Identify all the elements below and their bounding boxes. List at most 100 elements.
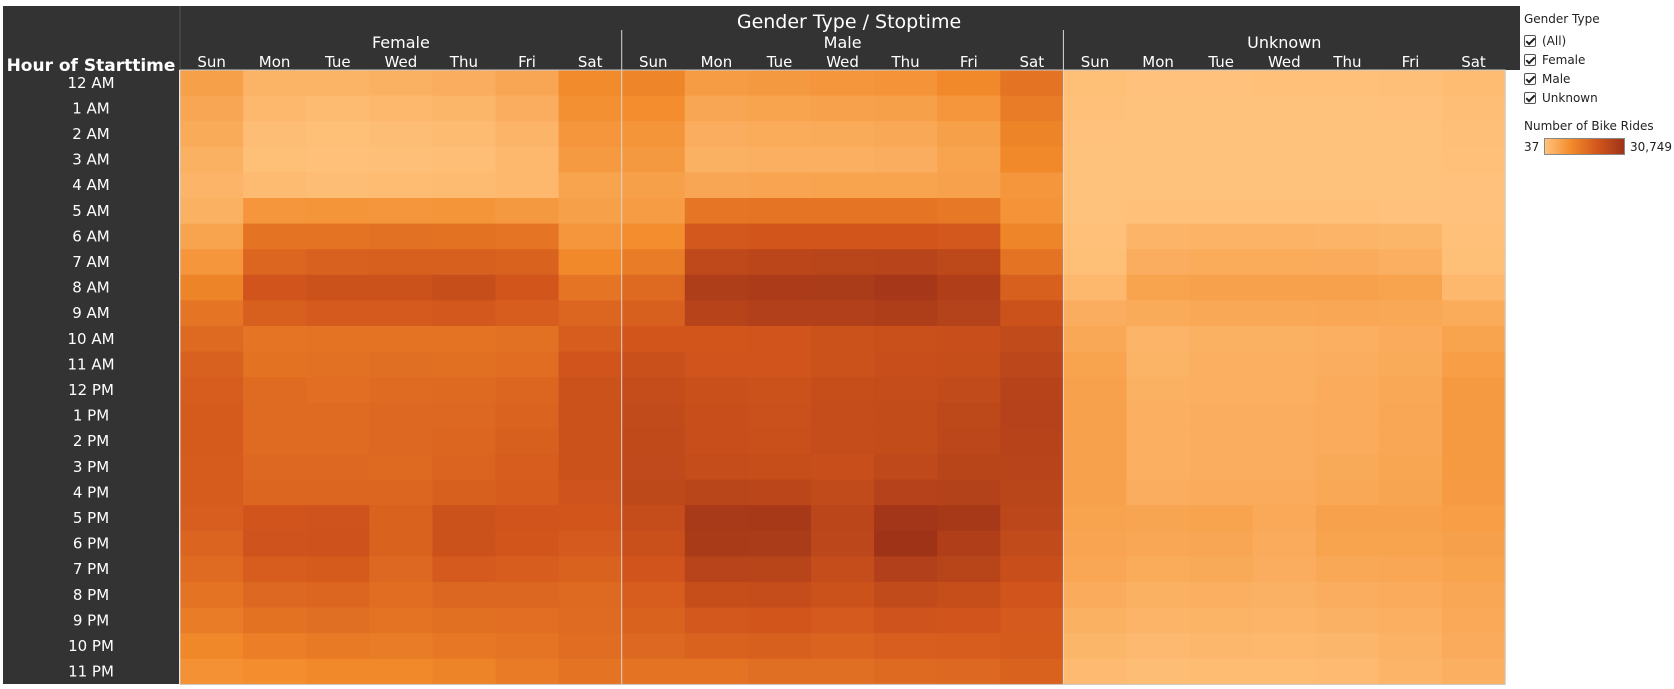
heatmap-cell-female-sun-16 [180, 479, 244, 506]
heatmap-cell-unknown-mon-1 [1126, 95, 1191, 122]
heatmap-cell-female-thu-18 [432, 530, 497, 557]
heatmap-cell-male-tue-17 [747, 505, 812, 532]
hour-label: 6 PM [73, 535, 109, 553]
heatmap-cell-male-fri-20 [937, 582, 1001, 609]
heatmap-cell-male-sun-22 [621, 633, 686, 660]
heatmap-cell-unknown-thu-4 [1315, 172, 1380, 199]
heatmap-chart: Gender Type / Stoptime Hour of Starttime… [3, 6, 1520, 685]
heatmap-cell-unknown-fri-11 [1378, 351, 1443, 378]
filter-option-male[interactable]: Male [1524, 69, 1672, 88]
hour-label: 12 PM [68, 381, 114, 399]
heatmap-cell-male-thu-17 [874, 505, 938, 532]
filter-option-unknown[interactable]: Unknown [1524, 88, 1672, 107]
checkbox-checked-icon[interactable] [1524, 91, 1536, 104]
heatmap-cell-unknown-mon-9 [1126, 300, 1191, 327]
heatmap-cell-male-thu-12 [874, 377, 938, 404]
heatmap-cell-unknown-fri-0 [1378, 70, 1443, 97]
filter-option-all[interactable]: (All) [1524, 31, 1672, 50]
heatmap-cell-male-mon-0 [684, 70, 749, 97]
heatmap-cell-male-mon-3 [684, 146, 749, 173]
heatmap-cell-unknown-thu-17 [1315, 505, 1380, 532]
heatmap-cell-female-sun-12 [180, 377, 244, 404]
heatmap-cell-unknown-sat-16 [1442, 479, 1506, 506]
heatmap-cell-male-sun-19 [621, 556, 686, 583]
heatmap-cell-female-tue-11 [306, 351, 370, 378]
heatmap-cell-female-wed-16 [369, 479, 433, 506]
heatmap-cell-unknown-sat-6 [1442, 223, 1506, 250]
heatmap-cell-unknown-thu-15 [1315, 454, 1380, 481]
heatmap-cell-male-thu-6 [874, 223, 938, 250]
heatmap-cell-female-sat-12 [558, 377, 623, 404]
heatmap-cell-female-sun-18 [180, 530, 244, 557]
heatmap-cell-male-wed-1 [811, 95, 875, 122]
heatmap-cell-female-sun-11 [180, 351, 244, 378]
heatmap-cell-unknown-sun-0 [1063, 70, 1128, 97]
heatmap-cell-female-mon-16 [243, 479, 307, 506]
heatmap-cell-unknown-thu-22 [1315, 633, 1380, 660]
heatmap-cell-female-mon-21 [243, 607, 307, 634]
heatmap-cell-female-sun-1 [180, 95, 244, 122]
heatmap-cell-female-mon-12 [243, 377, 307, 404]
color-legend: Number of Bike Rides 37 30,749 [1524, 119, 1672, 155]
heatmap-cell-female-wed-9 [369, 300, 433, 327]
heatmap-cell-unknown-mon-10 [1126, 326, 1191, 353]
heatmap-cell-unknown-wed-22 [1252, 633, 1317, 660]
heatmap-cell-male-sat-18 [1000, 530, 1064, 557]
heatmap-cell-female-fri-7 [495, 249, 560, 276]
day-header-tue: Tue [324, 53, 351, 71]
heatmap-cell-unknown-sat-5 [1442, 198, 1506, 225]
heatmap-cell-female-fri-10 [495, 326, 560, 353]
filter-option-female[interactable]: Female [1524, 50, 1672, 69]
heatmap-cell-male-tue-13 [747, 402, 812, 429]
heatmap-cell-male-tue-12 [747, 377, 812, 404]
grid-border [179, 69, 1506, 685]
hour-label: 5 PM [73, 509, 109, 527]
heatmap-cell-male-sat-15 [1000, 454, 1064, 481]
heatmap-cell-female-wed-20 [369, 582, 433, 609]
heatmap-cell-male-fri-6 [937, 223, 1001, 250]
heatmap-cell-unknown-tue-17 [1189, 505, 1254, 532]
heatmap-cell-female-fri-15 [495, 454, 560, 481]
heatmap-cell-female-wed-18 [369, 530, 433, 557]
heatmap-cell-female-sat-0 [558, 70, 623, 97]
heatmap-cell-male-sat-8 [1000, 274, 1064, 301]
heatmap-cell-male-sat-1 [1000, 95, 1064, 122]
heatmap-cell-female-sun-5 [180, 198, 244, 225]
checkbox-checked-icon[interactable] [1524, 72, 1536, 85]
heatmap-cell-male-thu-9 [874, 300, 938, 327]
heatmap-cell-female-sun-13 [180, 402, 244, 429]
heatmap-cell-female-fri-17 [495, 505, 560, 532]
heatmap-cell-female-mon-1 [243, 95, 307, 122]
heatmap-cell-female-mon-5 [243, 198, 307, 225]
heatmap-cell-male-sun-16 [621, 479, 686, 506]
heatmap-cell-male-mon-15 [684, 454, 749, 481]
heatmap-cell-male-sun-20 [621, 582, 686, 609]
heatmap-cell-male-sat-17 [1000, 505, 1064, 532]
color-legend-title: Number of Bike Rides [1524, 119, 1654, 133]
heatmap-cell-unknown-sun-21 [1063, 607, 1128, 634]
heatmap-cell-unknown-wed-7 [1252, 249, 1317, 276]
heatmap-cell-male-wed-2 [811, 121, 875, 148]
heatmap-cell-female-mon-4 [243, 172, 307, 199]
heatmap-cell-unknown-mon-3 [1126, 146, 1191, 173]
heatmap-cell-male-mon-11 [684, 351, 749, 378]
gender-filter-title: Gender Type [1524, 12, 1600, 26]
heatmap-cell-male-thu-22 [874, 633, 938, 660]
heatmap-cell-male-tue-6 [747, 223, 812, 250]
heatmap-cell-unknown-fri-16 [1378, 479, 1443, 506]
heatmap-cell-unknown-thu-6 [1315, 223, 1380, 250]
heatmap-cell-male-mon-9 [684, 300, 749, 327]
heatmap-cell-female-fri-9 [495, 300, 560, 327]
heatmap-cell-unknown-tue-7 [1189, 249, 1254, 276]
group-header-male: Male [824, 33, 862, 52]
checkbox-checked-icon[interactable] [1524, 53, 1536, 66]
heatmap-cell-female-mon-0 [243, 70, 307, 97]
heatmap-cell-female-mon-19 [243, 556, 307, 583]
checkbox-checked-icon[interactable] [1524, 34, 1536, 47]
hour-label: 8 PM [73, 586, 109, 604]
heatmap-cell-female-tue-12 [306, 377, 370, 404]
heatmap-cell-male-sat-7 [1000, 249, 1064, 276]
hour-label: 5 AM [72, 202, 110, 220]
heatmap-cell-female-fri-23 [495, 658, 560, 685]
heatmap-cell-male-mon-13 [684, 402, 749, 429]
